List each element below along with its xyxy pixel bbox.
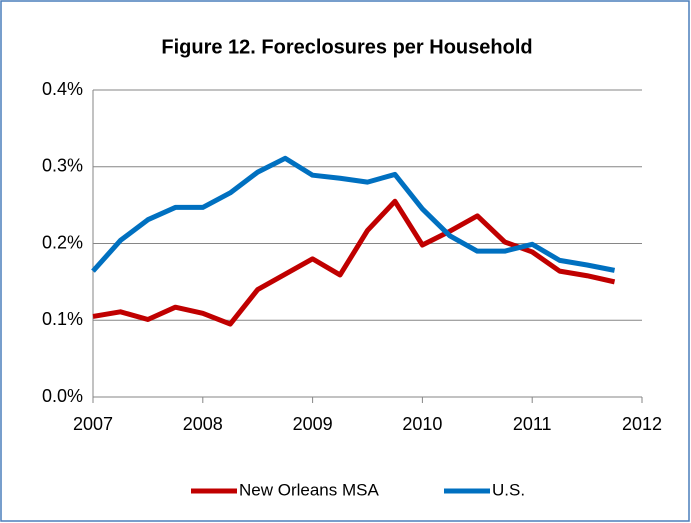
y-tick-label: 0.0% [42,386,83,406]
x-tick-label: 2011 [513,414,552,434]
x-tick-label: 2009 [293,414,333,434]
x-tick-label: 2010 [402,414,442,434]
y-tick-label: 0.1% [42,309,83,329]
y-tick-label: 0.2% [42,232,83,252]
y-tick-label: 0.4% [42,79,83,99]
legend-label: New Orleans MSA [239,480,379,499]
x-tick-label: 2008 [183,414,223,434]
x-tick-label: 2012 [622,414,662,434]
y-tick-label: 0.3% [42,156,83,176]
chart-title: Figure 12. Foreclosures per Household [161,36,532,58]
legend-label: U.S. [492,480,525,499]
series-line [92,198,616,327]
x-tick-label: 2007 [73,414,113,434]
series-line [91,155,616,273]
